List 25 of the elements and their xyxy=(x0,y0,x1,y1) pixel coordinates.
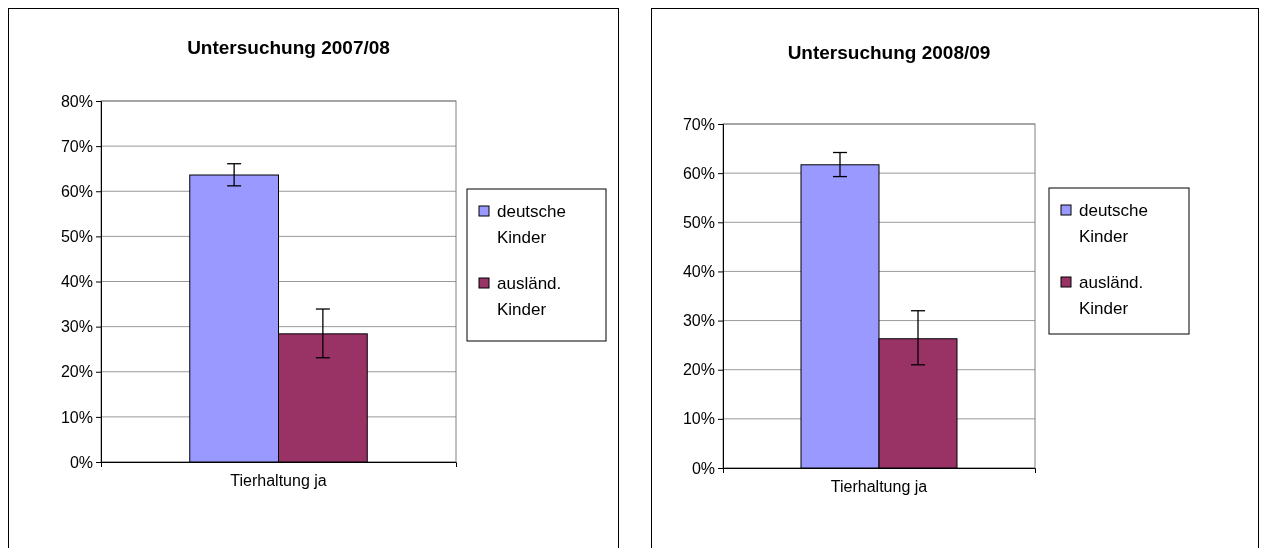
chart-title: Untersuchung 2008/09 xyxy=(787,42,991,63)
y-tick-label: 50% xyxy=(682,213,715,231)
y-tick-label: 0% xyxy=(691,459,715,477)
legend-label: deutsche Kinder xyxy=(497,202,566,247)
chart-title: Untersuchung 2007/08 xyxy=(187,37,390,58)
y-tick-label: 20% xyxy=(682,361,715,379)
y-tick-label: 0% xyxy=(69,453,93,471)
y-tick-label: 10% xyxy=(60,408,93,426)
legend-label: ausländ. Kinder xyxy=(497,274,562,319)
y-tick-label: 60% xyxy=(682,164,715,182)
x-tick-label: Tierhaltung ja xyxy=(230,471,327,489)
y-tick-label: 20% xyxy=(60,363,93,381)
y-tick-label: 70% xyxy=(60,137,93,155)
y-tick-label: 70% xyxy=(682,115,715,133)
y-tick-label: 40% xyxy=(682,263,715,281)
y-tick-label: 10% xyxy=(682,410,715,428)
y-tick-label: 60% xyxy=(60,182,93,200)
legend-label: ausländ. Kinder xyxy=(1079,273,1144,318)
legend-label: deutsche Kinder xyxy=(1079,201,1148,246)
y-tick-label: 80% xyxy=(60,92,93,110)
y-tick-label: 30% xyxy=(682,312,715,330)
x-tick-label: Tierhaltung ja xyxy=(830,477,928,495)
y-tick-label: 30% xyxy=(60,318,93,336)
y-tick-label: 50% xyxy=(60,227,93,245)
y-tick-label: 40% xyxy=(60,273,93,291)
